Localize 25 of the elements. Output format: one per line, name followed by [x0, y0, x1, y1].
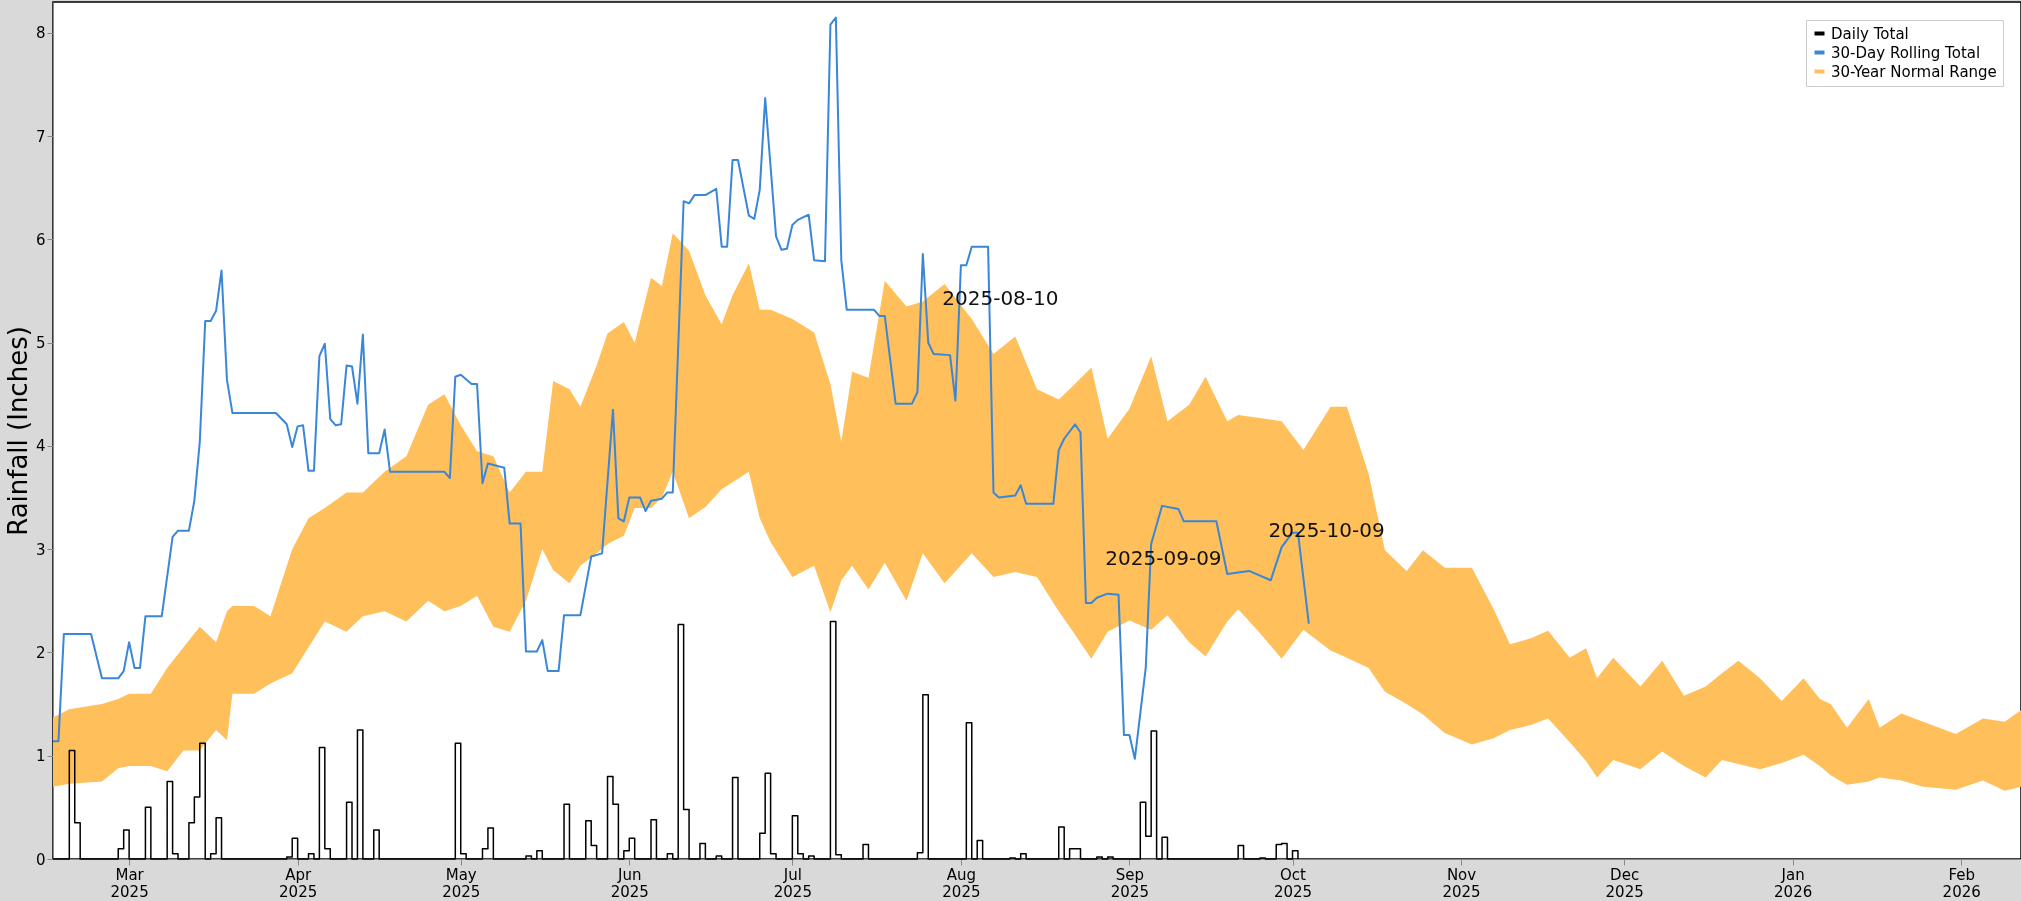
y-tick-label: 2	[35, 643, 46, 662]
legend-label: 30-Day Rolling Total	[1831, 43, 1981, 62]
x-tick-label: Dec 2025	[1605, 865, 1644, 901]
x-tick-label: Oct 2025	[1273, 865, 1313, 901]
legend-label: 30-Year Normal Range	[1831, 62, 1997, 81]
x-tick-label: May 2025	[442, 865, 481, 901]
legend-label: Daily Total	[1831, 24, 1909, 43]
x-tick-label: Apr 2025	[279, 865, 318, 901]
x-tick-label: Sep 2025	[1110, 865, 1150, 901]
y-axis-title: Rainfall (Inches)	[2, 326, 33, 536]
y-tick-label: 3	[35, 540, 46, 559]
y-tick-label: 6	[35, 230, 46, 249]
x-tick-label: Feb 2026	[1942, 865, 1981, 901]
x-tick-label: Aug 2025	[942, 865, 981, 901]
x-tick-label: Mar 2025	[110, 865, 149, 901]
y-tick-label: 5	[35, 334, 46, 353]
y-tick-label: 0	[35, 850, 46, 869]
y-tick-label: 7	[35, 127, 46, 146]
y-tick-label: 1	[35, 747, 46, 766]
x-tick-label: Nov 2025	[1442, 865, 1481, 901]
x-tick-label: Jun 2025	[610, 865, 649, 901]
x-tick-label: Jul 2025	[773, 865, 812, 901]
y-tick-label: 8	[35, 24, 46, 43]
x-tick-label: Jan 2026	[1774, 865, 1813, 901]
y-tick-label: 4	[35, 437, 46, 456]
